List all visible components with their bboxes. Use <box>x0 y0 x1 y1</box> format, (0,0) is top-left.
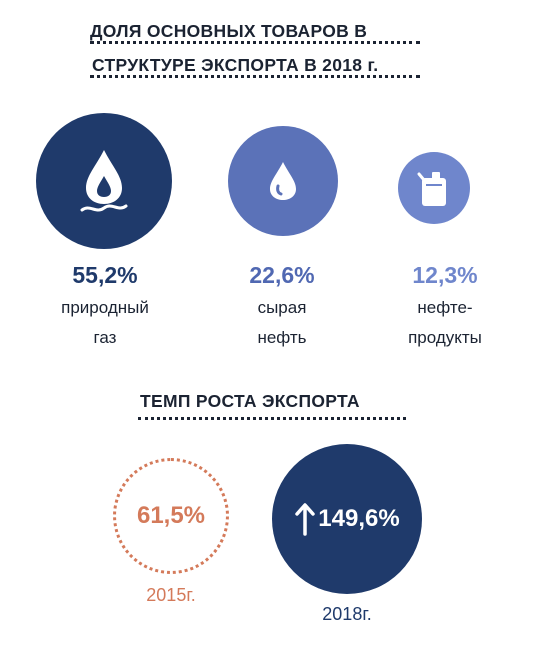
section-title-export-structure: ДОЛЯ ОСНОВНЫХ ТОВАРОВ В СТРУКТУРЕ ЭКСПОР… <box>80 14 430 82</box>
dotted-underline <box>90 75 420 78</box>
dotted-underline <box>90 41 420 44</box>
oil-label: сырая нефть <box>257 298 307 347</box>
section-title-export-growth: ТЕМП РОСТА ЭКСПОРТА <box>120 388 420 420</box>
gas-label: природный газ <box>61 298 149 347</box>
fuel-canister-icon <box>417 172 446 206</box>
dotted-underline <box>138 417 406 420</box>
growth-2015-ring: 61,5% <box>113 458 229 574</box>
oil-icon-circle <box>228 126 338 236</box>
arrow-up-icon <box>295 503 316 536</box>
growth-2015-value: 61,5% <box>136 502 206 529</box>
growth-2018-year: 2018г. <box>322 604 372 624</box>
products-label: нефте- продукты <box>408 298 482 347</box>
gas-flame-drop-icon <box>80 150 128 212</box>
title-line-1: ДОЛЯ ОСНОВНЫХ ТОВАРОВ В <box>80 14 430 48</box>
oil-drop-icon <box>270 162 296 200</box>
growth-2018-value: 149,6% <box>318 505 400 532</box>
growth-2015-year: 2015г. <box>146 585 196 605</box>
gas-icon-circle <box>36 113 172 249</box>
title-line-2: СТРУКТУРЕ ЭКСПОРТА В 2018 г. <box>80 48 430 82</box>
oil-percent: 22,6% <box>249 262 315 288</box>
gas-percent: 55,2% <box>72 262 138 288</box>
products-percent: 12,3% <box>412 262 478 288</box>
fuel-icon-circle <box>398 152 470 224</box>
growth-2018-circle: 149,6% <box>272 444 422 594</box>
